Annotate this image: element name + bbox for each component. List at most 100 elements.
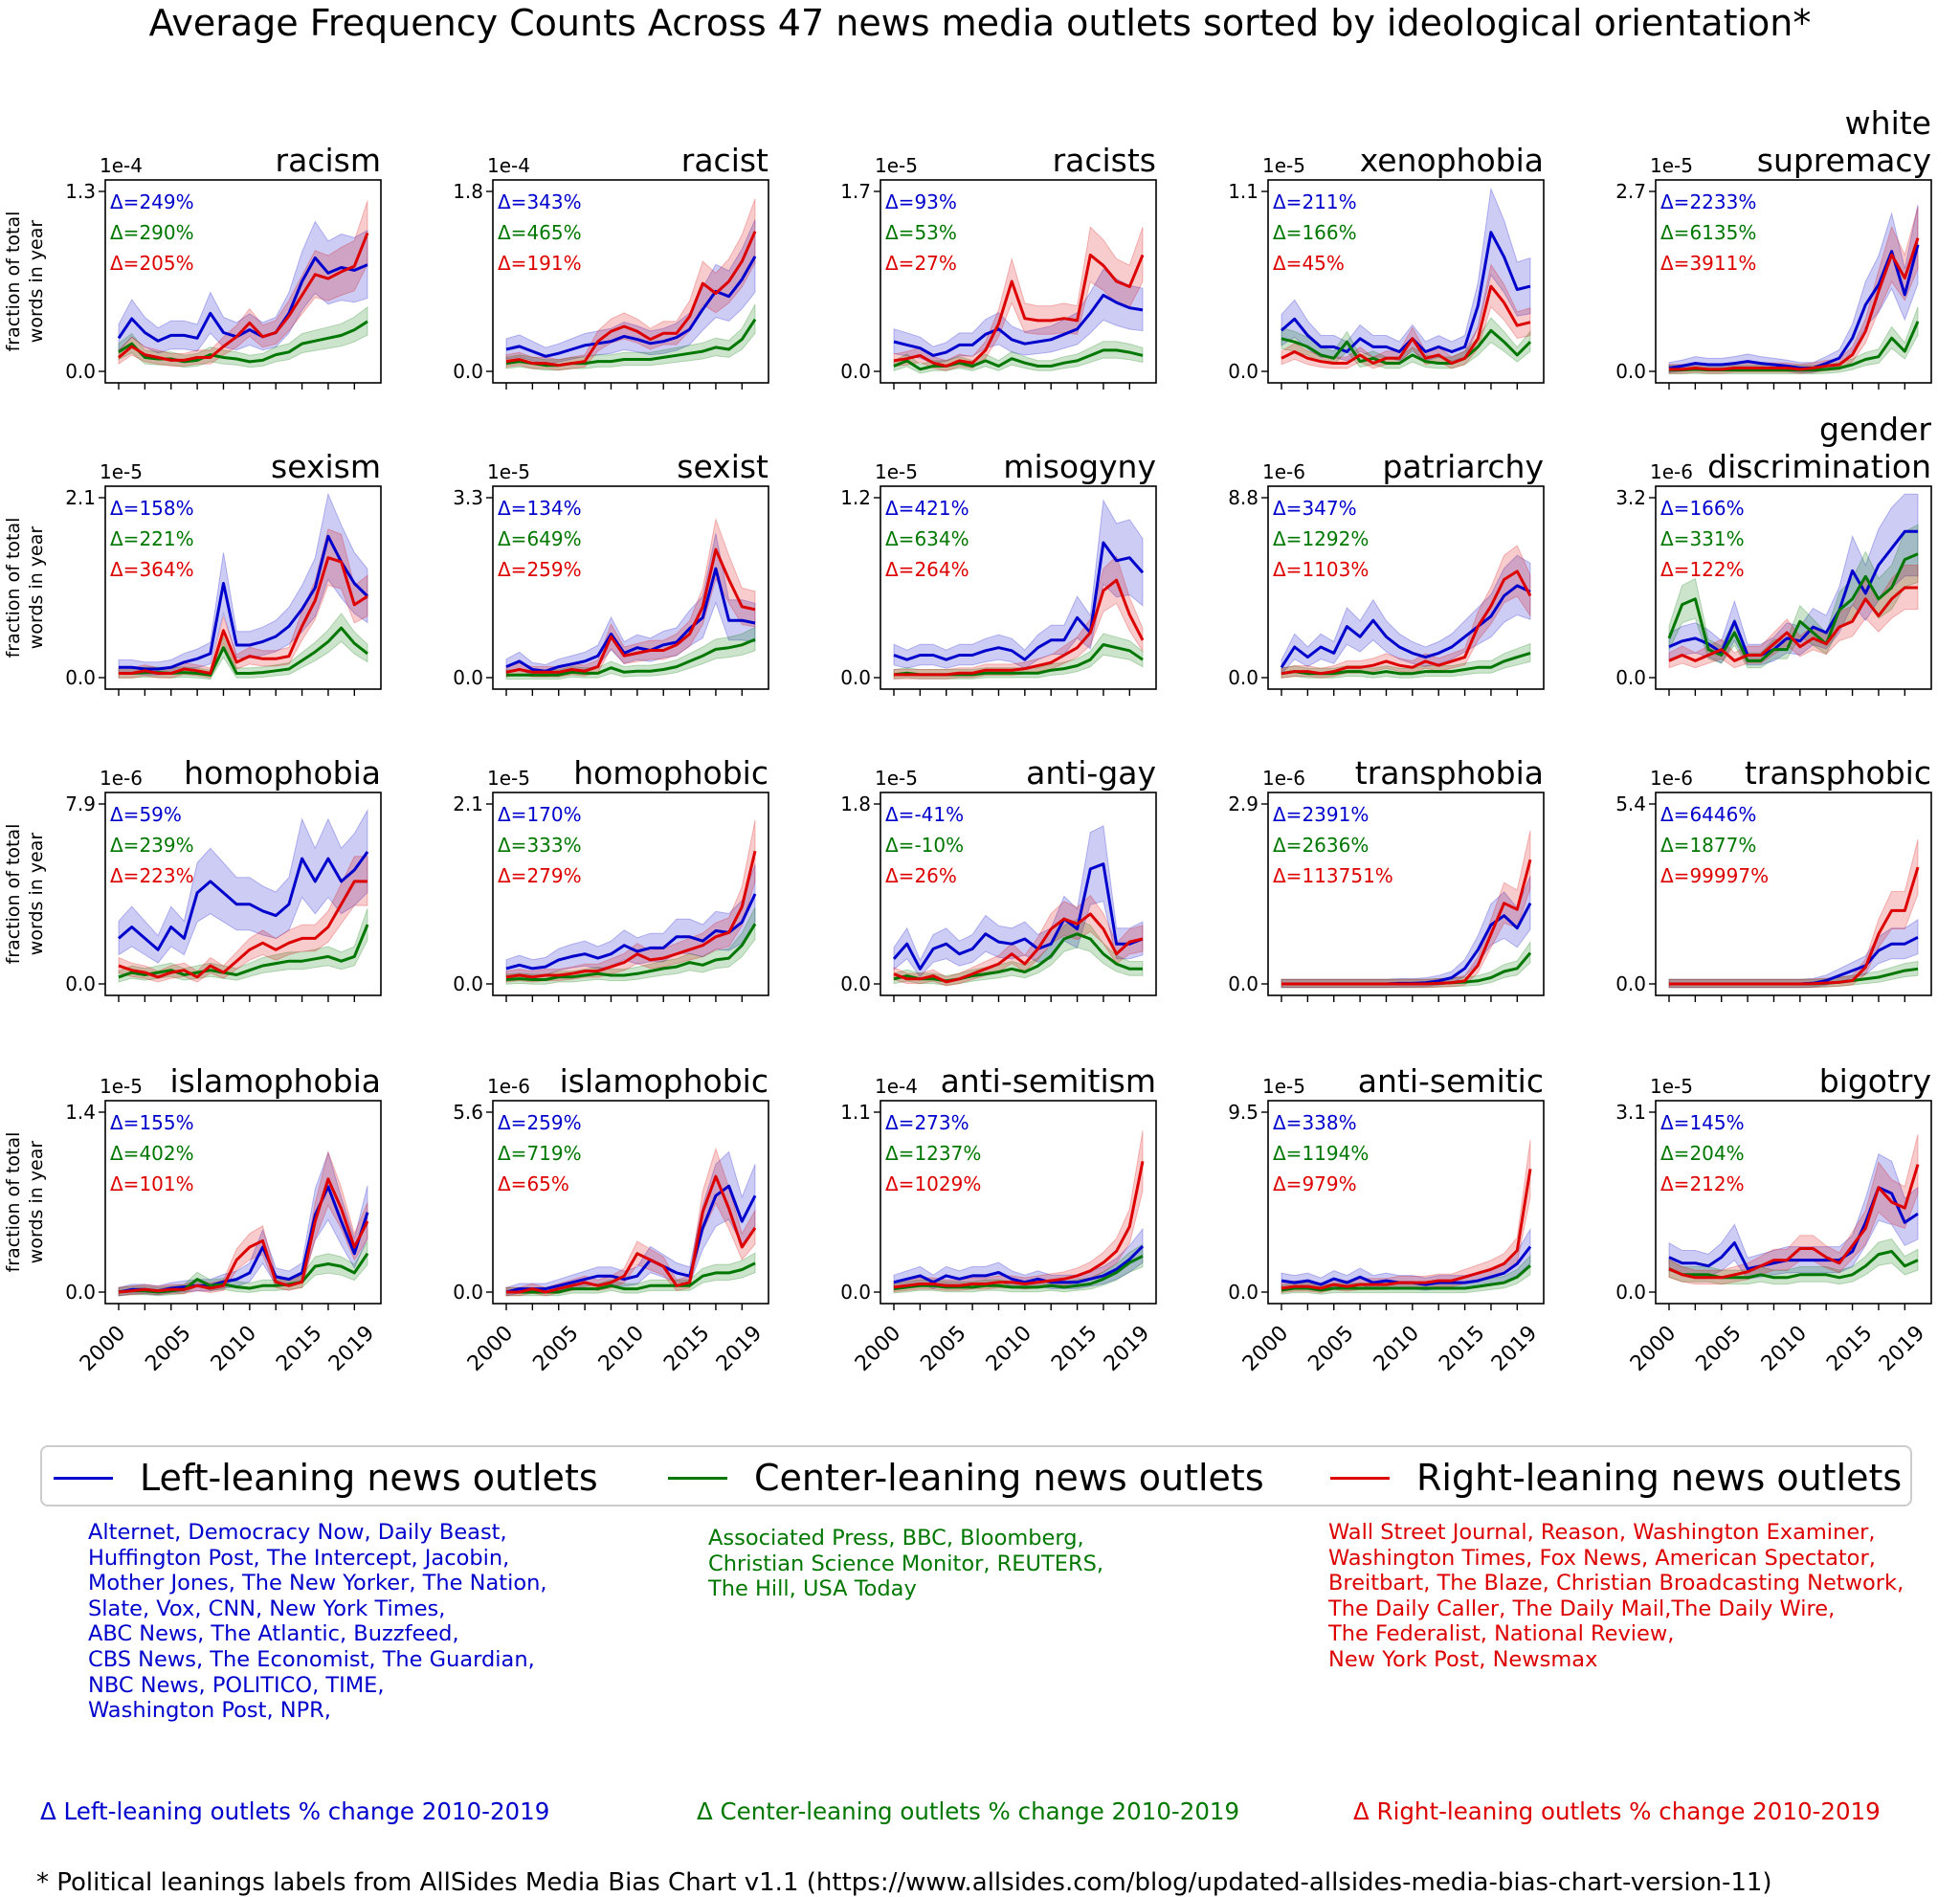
series-line-L bbox=[119, 534, 369, 671]
panel-title-line1: white bbox=[1845, 104, 1931, 142]
y-tick-label-min: 0.0 bbox=[840, 360, 871, 383]
plot-frame bbox=[492, 179, 769, 384]
series-line-R bbox=[1281, 284, 1531, 365]
panel-title: racists bbox=[1053, 142, 1156, 179]
axis-exponent: 1e-6 bbox=[1650, 767, 1693, 790]
series-line-L bbox=[505, 893, 757, 971]
delta-annotation-C: Δ=166% bbox=[1273, 221, 1357, 244]
plot-frame bbox=[880, 485, 1157, 690]
axis-exponent: 1e-5 bbox=[875, 767, 918, 790]
delta-annotation-R: Δ=191% bbox=[498, 252, 582, 275]
series-line-C bbox=[893, 348, 1144, 371]
series-line-C bbox=[1668, 1250, 1919, 1280]
confidence-band-R bbox=[1281, 1139, 1531, 1294]
confidence-band-R bbox=[505, 517, 756, 678]
delta-annotation-C: Δ=1877% bbox=[1660, 834, 1756, 857]
axis-exponent: 1e-4 bbox=[875, 1075, 918, 1098]
panel-title: sexism bbox=[271, 448, 381, 485]
x-tick-label: 2019 bbox=[712, 1322, 767, 1376]
confidence-band-L bbox=[893, 499, 1144, 669]
series-line-R bbox=[506, 1174, 757, 1294]
y-tick-label-min: 0.0 bbox=[1228, 360, 1258, 383]
delta-annotation-L: Δ=158% bbox=[110, 497, 194, 520]
y-tick-label-min: 0.0 bbox=[840, 1281, 871, 1304]
confidence-band-C bbox=[118, 305, 368, 368]
axis-exponent: 1e-5 bbox=[875, 460, 918, 483]
y-tick-label-max: 8.8 bbox=[1228, 486, 1258, 509]
delta-annotation-C: Δ=649% bbox=[498, 527, 582, 550]
delta-note-left: Δ Left-leaning outlets % change 2010-201… bbox=[40, 1797, 550, 1825]
y-tick-label-min: 0.0 bbox=[1615, 1281, 1646, 1304]
footnote: * Political leanings labels from AllSide… bbox=[36, 1868, 1772, 1897]
y-tick-label-max: 2.1 bbox=[453, 792, 483, 815]
delta-annotation-C: Δ=6135% bbox=[1660, 221, 1756, 244]
y-tick-label-min: 0.0 bbox=[1228, 1281, 1258, 1304]
y-tick-label-max: 1.8 bbox=[453, 180, 483, 203]
center-outlets-list: Associated Press, BBC, Bloomberg, Christ… bbox=[708, 1526, 1104, 1602]
x-tick-label: 2010 bbox=[1757, 1322, 1812, 1376]
panel-title-line2: discrimination bbox=[1707, 448, 1931, 485]
panel-title: anti-gay bbox=[1026, 754, 1156, 792]
y-tick-label-min: 0.0 bbox=[453, 360, 483, 383]
y-tick-label-max: 7.9 bbox=[65, 792, 96, 815]
x-tick-label: 2010 bbox=[594, 1322, 649, 1376]
series-line-R bbox=[893, 253, 1145, 368]
series-line-L bbox=[1668, 244, 1920, 369]
panel-title: anti-semitism bbox=[941, 1062, 1156, 1100]
series-line-R bbox=[118, 1177, 369, 1294]
delta-annotation-L: Δ=343% bbox=[498, 190, 582, 213]
series-line-L bbox=[1281, 231, 1531, 353]
panel-title-line2: supremacy bbox=[1757, 142, 1931, 179]
y-axis-label: fraction of total words in year bbox=[3, 824, 47, 965]
panel-title-line1: gender bbox=[1819, 411, 1931, 448]
delta-annotation-R: Δ=27% bbox=[885, 252, 957, 275]
x-tick-label: 2010 bbox=[982, 1322, 1036, 1376]
series-line-R bbox=[118, 232, 369, 362]
legend-label-right: Right-leaning news outlets bbox=[1416, 1457, 1903, 1499]
x-tick-label: 2000 bbox=[463, 1322, 518, 1376]
series-line-R bbox=[893, 912, 1144, 984]
series-line-L bbox=[1280, 584, 1531, 669]
panel-title: transphobic bbox=[1745, 754, 1931, 792]
left-outlets-list: Alternet, Democracy Now, Daily Beast, Hu… bbox=[88, 1520, 547, 1724]
series-line-L bbox=[893, 293, 1144, 357]
confidence-band-L bbox=[1281, 554, 1531, 676]
y-tick-label-max: 1.1 bbox=[840, 1101, 871, 1124]
plot-frame bbox=[104, 179, 382, 384]
delta-annotation-L: Δ=421% bbox=[885, 497, 969, 520]
series-line-R bbox=[505, 231, 757, 368]
panel-title: islamophobia bbox=[170, 1062, 381, 1100]
y-tick-label-min: 0.0 bbox=[65, 1281, 96, 1304]
series-line-C bbox=[1281, 328, 1532, 365]
y-tick-label-min: 0.0 bbox=[65, 666, 96, 689]
confidence-band-C bbox=[893, 633, 1144, 680]
right-outlets-list: Wall Street Journal, Reason, Washington … bbox=[1328, 1520, 1904, 1672]
panel-patriarchy: 0.0 8.81e-6 patriarchy Δ=347% Δ=1292% Δ=1103% bbox=[1228, 448, 1545, 696]
panel-title: racist bbox=[681, 142, 768, 179]
plot-frame bbox=[1655, 792, 1932, 996]
panel-title: bigotry bbox=[1819, 1062, 1931, 1100]
confidence-band-R bbox=[1668, 565, 1919, 669]
y-tick-label-min: 0.0 bbox=[453, 666, 483, 689]
plot-frame bbox=[1267, 179, 1545, 384]
delta-annotation-R: Δ=223% bbox=[110, 864, 194, 887]
y-axis-label-line: words in year bbox=[26, 833, 47, 956]
delta-annotation-R: Δ=279% bbox=[498, 864, 582, 887]
series-line-L bbox=[893, 541, 1145, 661]
axis-exponent: 1e-5 bbox=[1650, 1075, 1693, 1098]
series-line-L bbox=[505, 256, 757, 358]
x-tick-label: 2019 bbox=[1100, 1322, 1154, 1376]
legend-label-left: Left-leaning news outlets bbox=[140, 1457, 598, 1499]
y-tick-label-max: 1.8 bbox=[840, 792, 871, 815]
delta-annotation-R: Δ=65% bbox=[498, 1172, 569, 1195]
legend-line-left bbox=[54, 1477, 113, 1480]
confidence-band-C bbox=[118, 613, 368, 681]
x-tick-label: 2010 bbox=[207, 1322, 261, 1376]
series-line-L bbox=[118, 851, 369, 951]
